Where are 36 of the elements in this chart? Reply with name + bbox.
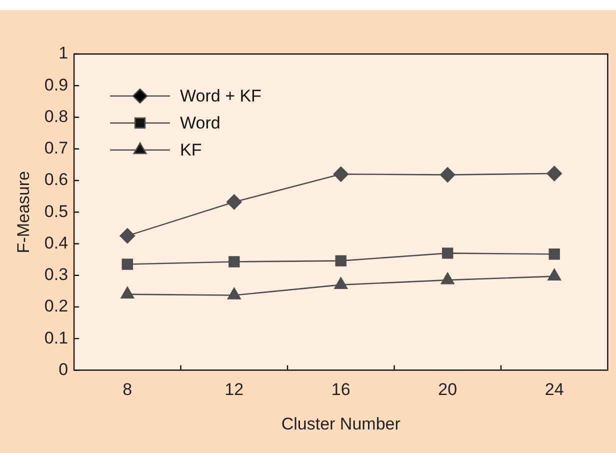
y-axis-title: F-Measure — [14, 171, 33, 254]
x-tick-label: 20 — [438, 380, 458, 400]
point — [442, 248, 454, 259]
y-tick-label: 0.5 — [44, 202, 68, 221]
x-tick-label: 8 — [122, 380, 132, 400]
point — [548, 268, 562, 280]
legend-label: Word + KF — [180, 86, 262, 106]
point — [333, 166, 349, 182]
x-tick-label: 12 — [224, 380, 244, 400]
point — [120, 286, 134, 298]
y-tick-label: 0.3 — [44, 265, 68, 284]
y-tick-label: 1 — [58, 44, 68, 63]
point — [335, 255, 346, 266]
x-tick-label: 16 — [331, 380, 350, 400]
point — [120, 228, 136, 244]
point — [440, 167, 456, 182]
legend-label: Word — [180, 114, 220, 133]
y-tick-label: 0.9 — [44, 75, 68, 94]
point — [440, 272, 454, 284]
point — [548, 248, 560, 260]
point — [334, 277, 348, 289]
point — [226, 194, 242, 210]
point — [228, 256, 240, 268]
point — [122, 258, 133, 270]
y-tick-label: 0.4 — [44, 233, 68, 252]
y-tick-label: 0.2 — [44, 296, 68, 316]
point — [227, 288, 241, 300]
point — [546, 166, 562, 182]
y-tick-label: 0.8 — [44, 106, 68, 126]
y-tick-label: 0.6 — [44, 170, 68, 190]
y-tick-label: 0.1 — [44, 328, 68, 348]
x-tick-label: 24 — [544, 380, 564, 400]
y-tick-label: 0 — [58, 360, 68, 379]
y-tick-label: 0.7 — [44, 138, 68, 158]
legend-label: KF — [180, 140, 202, 160]
x-axis-title: Cluster Number — [281, 414, 401, 434]
